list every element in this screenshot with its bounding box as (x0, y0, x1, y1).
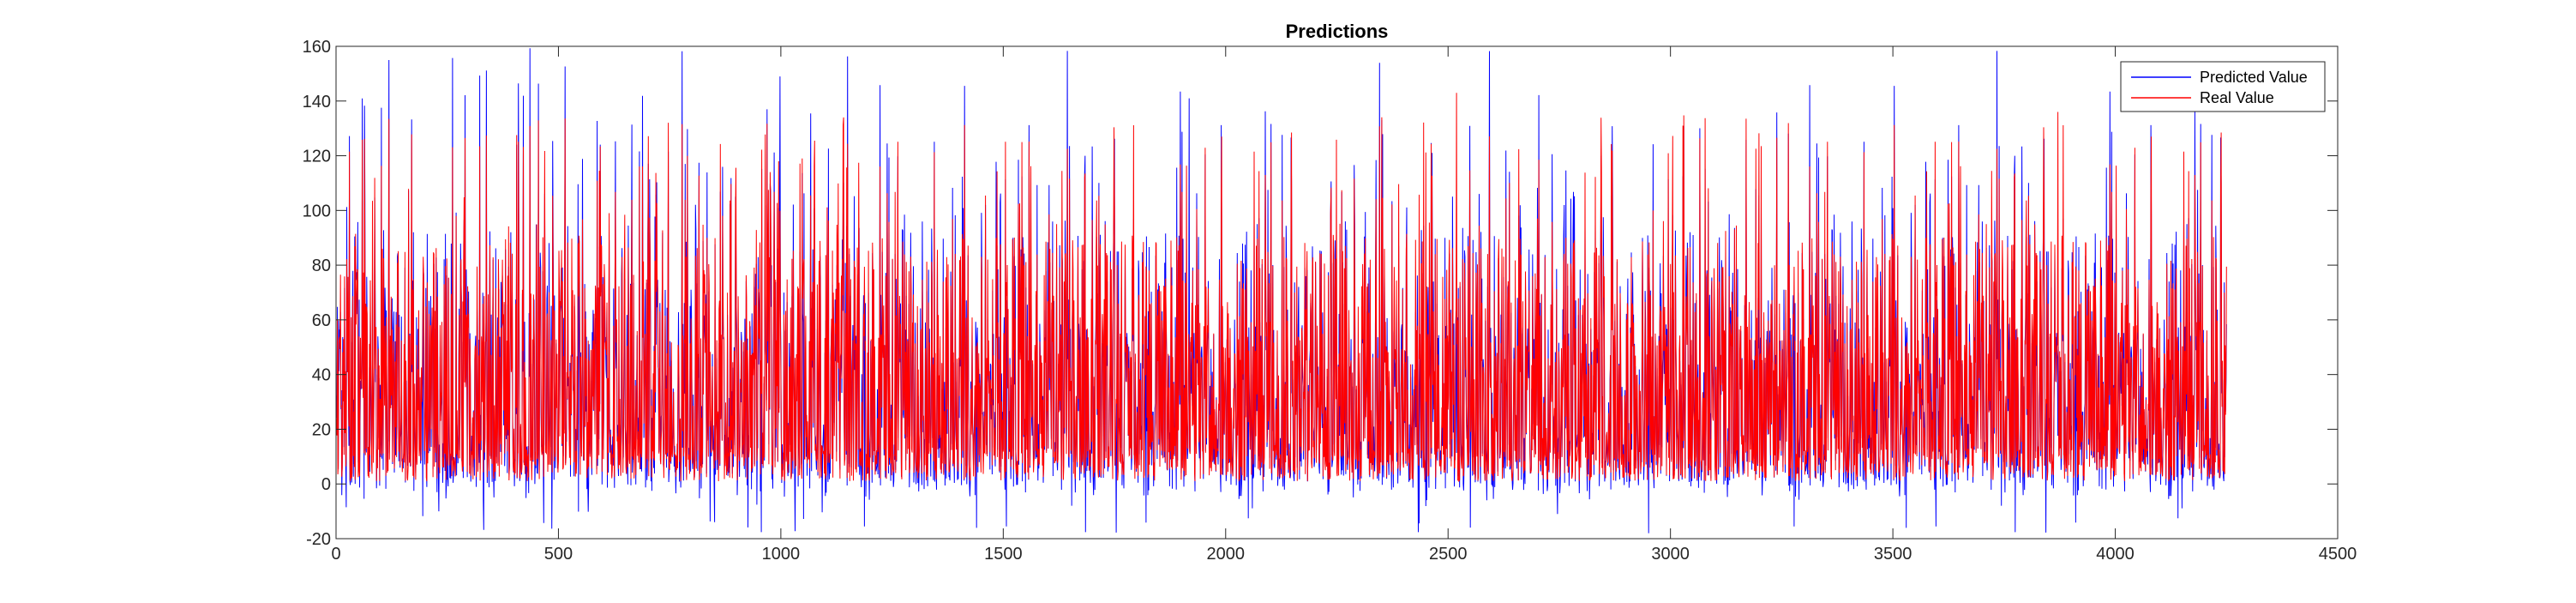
axes: 0 500 1000 1500 2000 2500 3000 3500 4000 4500-200… (303, 38, 2357, 564)
y-tick-label: 20 (312, 420, 331, 439)
x-tick-label: 3000 (1651, 545, 1690, 564)
x-tick-label: 4000 (2096, 545, 2135, 564)
chart-title: Predictions (1286, 21, 1389, 42)
legend-label: Predicted Value (2200, 69, 2308, 86)
x-tick-label: 0 (331, 545, 340, 564)
legend: Predicted Value Real Value (2120, 61, 2326, 112)
plot-area (336, 48, 2227, 534)
y-tick-label: 100 (303, 202, 331, 220)
series-real-value-line (336, 93, 2227, 482)
y-tick-label: 160 (303, 38, 331, 57)
x-tick-label: 1500 (984, 545, 1023, 564)
y-tick-label: 0 (321, 475, 331, 494)
y-tick-label: 60 (312, 311, 331, 330)
x-tick-label: 2500 (1429, 545, 1468, 564)
y-tick-label: -20 (306, 530, 331, 549)
x-tick-label: 500 (544, 545, 573, 564)
axes-box (335, 45, 2339, 540)
x-tick-label: 2000 (1207, 545, 1246, 564)
x-tick-label: 3500 (1874, 545, 1912, 564)
x-tick-label: 4500 (2319, 545, 2357, 564)
legend-label: Real Value (2200, 89, 2274, 106)
y-tick-label: 40 (312, 366, 331, 385)
x-tick-label: 1000 (762, 545, 801, 564)
y-tick-label: 80 (312, 256, 331, 275)
y-tick-label: 140 (303, 93, 331, 112)
legend-box (2120, 61, 2326, 112)
y-tick-label: 120 (303, 148, 331, 166)
